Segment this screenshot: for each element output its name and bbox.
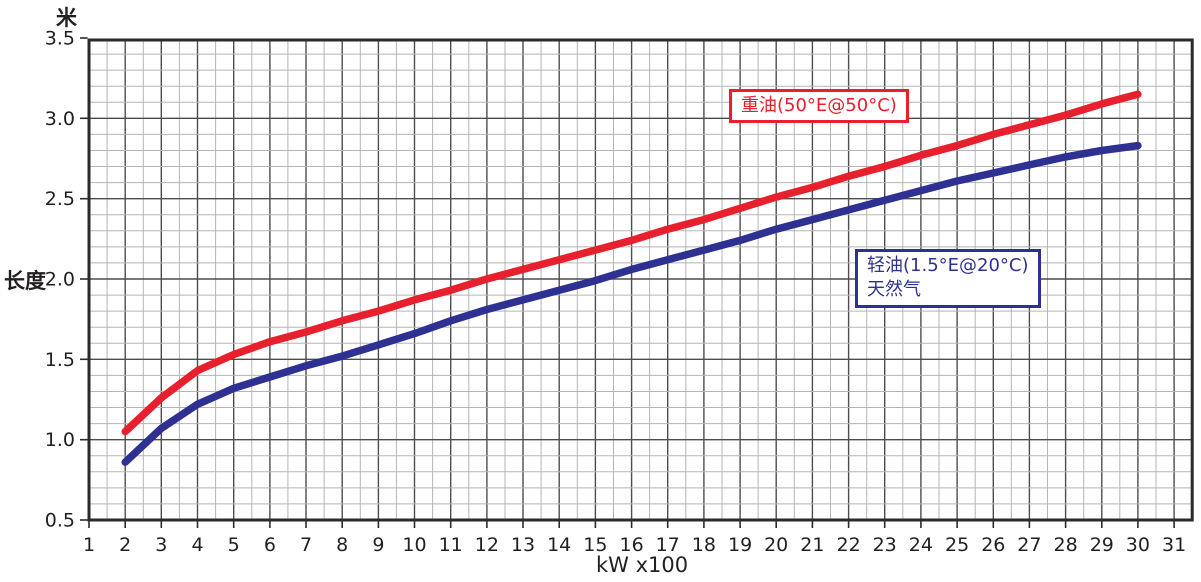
svg-text:3: 3 <box>155 534 167 556</box>
svg-text:18: 18 <box>692 534 716 556</box>
svg-text:27: 27 <box>1017 534 1041 556</box>
svg-text:31: 31 <box>1162 534 1186 556</box>
svg-text:9: 9 <box>372 534 384 556</box>
label-natural-gas-text: 天然气 <box>867 279 921 301</box>
grid <box>89 40 1193 520</box>
svg-text:25: 25 <box>945 534 969 556</box>
label-box-light-oil-gas: 轻油(1.5°E@20°C) 天然气 <box>855 249 1041 308</box>
curve-heavy-oil <box>121 90 1142 436</box>
x-axis-ticks: 1 2 3 4 5 6 7 8 9 10 11 12 13 14 15 16 17 18 19 20 21 22 23 24 2… <box>83 521 1186 556</box>
svg-text:29: 29 <box>1090 534 1114 556</box>
svg-text:20: 20 <box>764 534 788 556</box>
y-axis-title: 长度 <box>4 269 46 293</box>
svg-text:10: 10 <box>402 534 426 556</box>
svg-text:30: 30 <box>1126 534 1150 556</box>
svg-text:4: 4 <box>191 534 203 556</box>
svg-text:5: 5 <box>228 534 240 556</box>
svg-text:8: 8 <box>336 534 348 556</box>
label-light-oil-text: 轻油(1.5°E@20°C) <box>867 255 1029 276</box>
svg-text:13: 13 <box>511 534 535 556</box>
svg-text:12: 12 <box>475 534 499 556</box>
svg-text:19: 19 <box>728 534 752 556</box>
x-axis-title: kW x100 <box>596 553 689 577</box>
svg-text:21: 21 <box>800 534 824 556</box>
label-heavy-oil-text: 重油(50°E@50°C) <box>741 95 897 116</box>
svg-text:2.0: 2.0 <box>45 269 75 291</box>
curve-light-oil-gas <box>121 141 1142 466</box>
svg-text:16: 16 <box>620 534 644 556</box>
svg-text:2.5: 2.5 <box>45 188 75 210</box>
svg-text:23: 23 <box>873 534 897 556</box>
svg-text:26: 26 <box>981 534 1005 556</box>
svg-text:1: 1 <box>83 534 95 556</box>
svg-text:3.5: 3.5 <box>45 28 75 50</box>
svg-text:17: 17 <box>656 534 680 556</box>
svg-text:28: 28 <box>1054 534 1078 556</box>
svg-text:15: 15 <box>583 534 607 556</box>
svg-text:0.5: 0.5 <box>45 510 75 532</box>
y-axis-ticks: 3.5 3.0 2.5 2.0 1.5 1.0 0.5 <box>45 28 88 532</box>
label-box-heavy-oil: 重油(50°E@50°C) <box>729 89 909 124</box>
svg-text:24: 24 <box>909 534 933 556</box>
svg-text:11: 11 <box>439 534 463 556</box>
svg-text:6: 6 <box>264 534 276 556</box>
svg-text:14: 14 <box>547 534 571 556</box>
plot-border <box>87 38 1194 522</box>
svg-text:1.0: 1.0 <box>45 429 75 451</box>
svg-text:22: 22 <box>837 534 861 556</box>
svg-text:1.5: 1.5 <box>45 349 75 371</box>
svg-text:3.0: 3.0 <box>45 108 75 130</box>
svg-text:2: 2 <box>119 534 131 556</box>
y-axis-unit-label: 米 <box>56 6 77 30</box>
svg-text:7: 7 <box>300 534 312 556</box>
